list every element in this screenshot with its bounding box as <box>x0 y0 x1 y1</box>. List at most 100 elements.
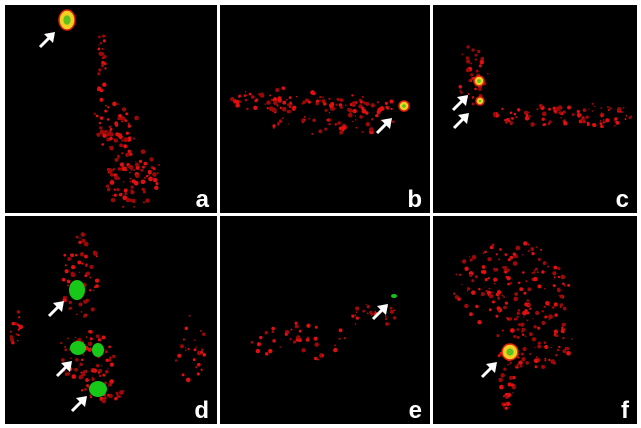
red-speckle <box>314 357 317 360</box>
red-speckle <box>390 310 394 314</box>
red-speckle <box>104 62 107 65</box>
red-speckle <box>600 122 603 125</box>
red-speckle <box>553 284 556 287</box>
red-speckle <box>114 189 116 191</box>
red-speckle <box>266 100 270 104</box>
red-speckle <box>592 103 594 105</box>
red-speckle <box>365 102 369 106</box>
red-speckle <box>289 107 290 108</box>
red-speckle <box>69 301 72 304</box>
red-speckle <box>493 114 496 117</box>
red-speckle <box>535 365 538 368</box>
red-speckle <box>75 337 76 338</box>
red-speckle <box>555 107 559 111</box>
red-speckle <box>111 198 115 202</box>
green-body <box>477 79 481 83</box>
red-speckle <box>474 88 477 91</box>
red-speckle <box>325 109 328 112</box>
red-speckle <box>604 121 606 123</box>
red-speckle <box>77 261 81 265</box>
red-speckle <box>501 294 503 296</box>
red-speckle <box>120 162 124 166</box>
red-speckle <box>385 322 389 326</box>
red-speckle <box>515 246 520 251</box>
red-speckle <box>513 335 516 338</box>
red-speckle <box>528 243 530 245</box>
red-speckle <box>186 378 191 383</box>
panel: f <box>433 216 637 424</box>
red-speckle <box>366 122 370 126</box>
red-speckle <box>477 50 480 53</box>
red-speckle <box>144 177 146 179</box>
red-speckle <box>113 168 115 170</box>
red-speckle <box>527 112 529 114</box>
red-speckle <box>86 336 88 338</box>
red-speckle <box>475 54 478 57</box>
red-speckle <box>278 98 282 102</box>
red-speckle <box>62 278 66 282</box>
red-speckle <box>392 120 395 123</box>
red-speckle <box>577 113 582 118</box>
red-speckle <box>337 121 340 124</box>
red-speckle <box>102 48 104 50</box>
red-speckle <box>135 174 139 178</box>
red-speckle <box>133 169 135 171</box>
red-speckle <box>472 255 476 259</box>
red-speckle <box>129 178 131 180</box>
red-speckle <box>352 101 357 106</box>
red-speckle <box>139 160 142 163</box>
red-speckle <box>90 396 92 398</box>
red-speckle <box>98 48 101 51</box>
red-speckle <box>107 118 110 121</box>
red-speckle <box>503 296 505 298</box>
red-speckle <box>478 288 481 291</box>
red-speckle <box>326 119 329 122</box>
red-speckle <box>238 95 241 98</box>
red-speckle <box>122 107 126 111</box>
red-speckle <box>287 110 291 114</box>
red-speckle <box>81 263 83 265</box>
red-speckle <box>180 344 184 348</box>
red-speckle <box>75 358 79 362</box>
red-speckle <box>251 95 255 99</box>
red-speckle <box>482 265 486 269</box>
red-speckle <box>562 349 566 353</box>
red-speckle <box>532 337 536 341</box>
red-speckle <box>185 347 186 348</box>
red-speckle <box>356 317 359 320</box>
red-speckle <box>282 101 286 105</box>
red-speckle <box>64 348 67 351</box>
red-speckle <box>468 79 471 82</box>
red-speckle <box>99 375 102 378</box>
red-speckle <box>527 287 531 291</box>
red-speckle <box>15 333 17 335</box>
red-speckle <box>124 189 128 193</box>
red-speckle <box>362 101 363 102</box>
red-speckle <box>535 268 538 271</box>
red-speckle <box>592 123 596 127</box>
red-speckle <box>541 321 545 325</box>
panel: e <box>220 216 430 424</box>
red-speckle <box>88 342 93 347</box>
red-speckle <box>282 117 284 119</box>
red-speckle <box>293 340 296 343</box>
red-speckle <box>562 282 565 285</box>
red-speckle <box>528 250 530 252</box>
red-speckle <box>504 253 507 256</box>
red-speckle <box>251 341 254 344</box>
red-speckle <box>185 350 187 352</box>
red-speckle <box>282 107 287 112</box>
red-speckle <box>544 288 546 290</box>
panel-content <box>220 5 430 213</box>
red-speckle <box>123 144 127 148</box>
red-speckle <box>61 358 65 362</box>
red-speckle <box>117 133 122 138</box>
red-speckle <box>70 358 72 360</box>
red-speckle <box>158 164 160 166</box>
red-speckle <box>371 103 375 107</box>
red-speckle <box>542 118 545 121</box>
red-speckle <box>499 385 504 390</box>
red-speckle <box>10 338 14 342</box>
red-speckle <box>200 351 203 354</box>
red-speckle <box>472 102 475 105</box>
